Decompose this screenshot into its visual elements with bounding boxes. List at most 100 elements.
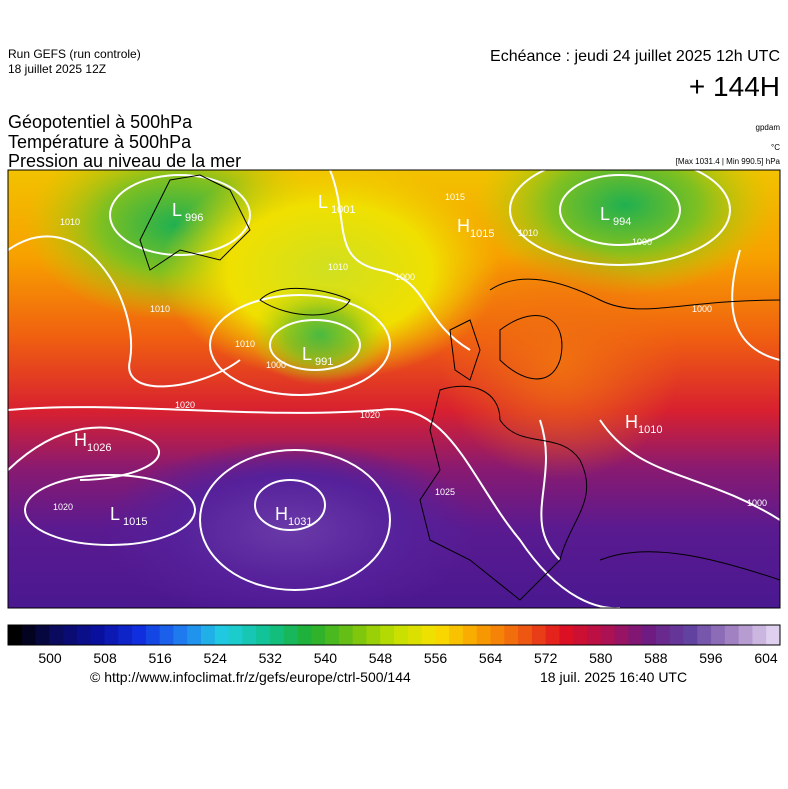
colorbar-swatch [380, 625, 395, 645]
source: © http://www.infoclimat.fr/z/gefs/europe… [90, 669, 411, 685]
colorbar-swatch [655, 625, 671, 645]
colorbar-swatch [8, 625, 23, 645]
footer: © http://www.infoclimat.fr/z/gefs/europe… [90, 669, 687, 685]
center-value: 996 [185, 212, 203, 224]
field-shading [250, 285, 390, 385]
colorbar-swatch [311, 625, 326, 645]
isobars [8, 170, 780, 608]
isobar-label: 1000 [266, 360, 286, 370]
colorbar-swatch [118, 625, 133, 645]
colorbar-swatch [145, 625, 161, 645]
colorbar-swatch [132, 625, 147, 645]
field: Température à 500hPa [8, 132, 192, 152]
colorbar-swatch [201, 625, 216, 645]
colorbar-swatch [63, 625, 78, 645]
colorbar-swatch [256, 625, 271, 645]
map-frame [7, 169, 781, 609]
isobar-label: 1010 [60, 217, 80, 227]
colorbar-swatch [711, 625, 726, 645]
isobar-label: 1020 [53, 502, 73, 512]
colorbar-label: 572 [534, 650, 558, 666]
header: Run GEFS (run controle) 18 juillet 2025 … [8, 47, 781, 171]
center-letter: H [625, 412, 638, 432]
colorbar-swatch [435, 625, 450, 645]
colorbar-swatch [90, 625, 105, 645]
unit: gpdam [756, 123, 781, 132]
center-letter: L [302, 344, 312, 364]
colorbar-swatch [697, 625, 712, 645]
center-letter: H [275, 504, 288, 524]
colorbar-label: 604 [754, 650, 778, 666]
colorbar: 500 508 516 524 532 540 548 556 564 572 580 588 596 6… [7, 624, 781, 666]
colorbar-swatch [352, 625, 367, 645]
isobar-label: 1015 [445, 192, 465, 202]
colorbar-swatch [421, 625, 436, 645]
colorbar-swatch [724, 625, 740, 645]
colorbar-swatch [325, 625, 340, 645]
isobar-label: 1010 [235, 339, 255, 349]
colorbar-label: 524 [204, 650, 228, 666]
colorbar-swatch [752, 625, 767, 645]
extremes: [Max 1031.4 | Min 990.5] hPa [676, 157, 781, 166]
isobar-label: 1010 [328, 262, 348, 272]
colorbar-swatch [394, 625, 409, 645]
colorbar-swatch [104, 625, 119, 645]
valid-time: Echéance : jeudi 24 juillet 2025 12h UTC [490, 48, 780, 65]
colorbar-swatch [214, 625, 230, 645]
colorbar-label: 556 [424, 650, 448, 666]
colorbar-label: 508 [93, 650, 117, 666]
center-letter: H [457, 216, 470, 236]
colorbar-swatch [490, 625, 505, 645]
center-value: 994 [613, 216, 631, 228]
colorbar-swatch [242, 625, 257, 645]
colorbar-swatch [766, 625, 781, 645]
center-value: 1015 [123, 516, 147, 528]
colorbar-swatch [159, 625, 174, 645]
colorbar-swatch [187, 625, 202, 645]
colorbar-swatch [449, 625, 464, 645]
center-value: 1001 [331, 204, 355, 216]
colorbar-swatch [587, 625, 602, 645]
coastlines [139, 174, 780, 601]
center-letter: L [172, 200, 182, 220]
colorbar-swatch [545, 625, 560, 645]
colorbar-label: 532 [259, 650, 283, 666]
center-letter: L [318, 192, 328, 212]
center-letter: L [600, 204, 610, 224]
colorbar-swatch [476, 625, 491, 645]
colorbar-label: 564 [479, 650, 503, 666]
center-value: 991 [315, 356, 333, 368]
isobar-label: 1020 [175, 400, 195, 410]
colorbar-swatch [462, 625, 478, 645]
center-value: 1031 [288, 516, 312, 528]
colorbar-swatch [518, 625, 533, 645]
colorbar-swatch [228, 625, 243, 645]
colorbar-swatch [297, 625, 312, 645]
colorbar-swatch [283, 625, 298, 645]
center-value: 1015 [470, 228, 494, 240]
run-date: 18 juillet 2025 12Z [8, 62, 106, 76]
colorbar-swatch [683, 625, 698, 645]
isobar-label: 1020 [360, 410, 380, 420]
isobar-label: 1010 [150, 304, 170, 314]
isobar-label: 1010 [518, 228, 538, 238]
colorbar-label: 596 [699, 650, 723, 666]
isobar-label: 1025 [435, 487, 455, 497]
colorbar-swatch [269, 625, 285, 645]
colorbar-swatch [35, 625, 50, 645]
isobar-labels: 1010 1010 1010 1000 1020 1020 1020 1025 1010 1000… [53, 192, 767, 512]
colorbar-swatch [669, 625, 684, 645]
colorbar-label: 540 [314, 650, 338, 666]
colorbar-swatch [21, 625, 37, 645]
colorbar-label: 588 [644, 650, 668, 666]
field: Géopotentiel à 500hPa [8, 112, 193, 132]
colorbar-swatch [338, 625, 354, 645]
center-value: 1026 [87, 442, 111, 454]
center-letter: H [74, 430, 87, 450]
colorbar-swatch [504, 625, 519, 645]
colorbar-label: 580 [589, 650, 613, 666]
colorbar-swatch [173, 625, 188, 645]
